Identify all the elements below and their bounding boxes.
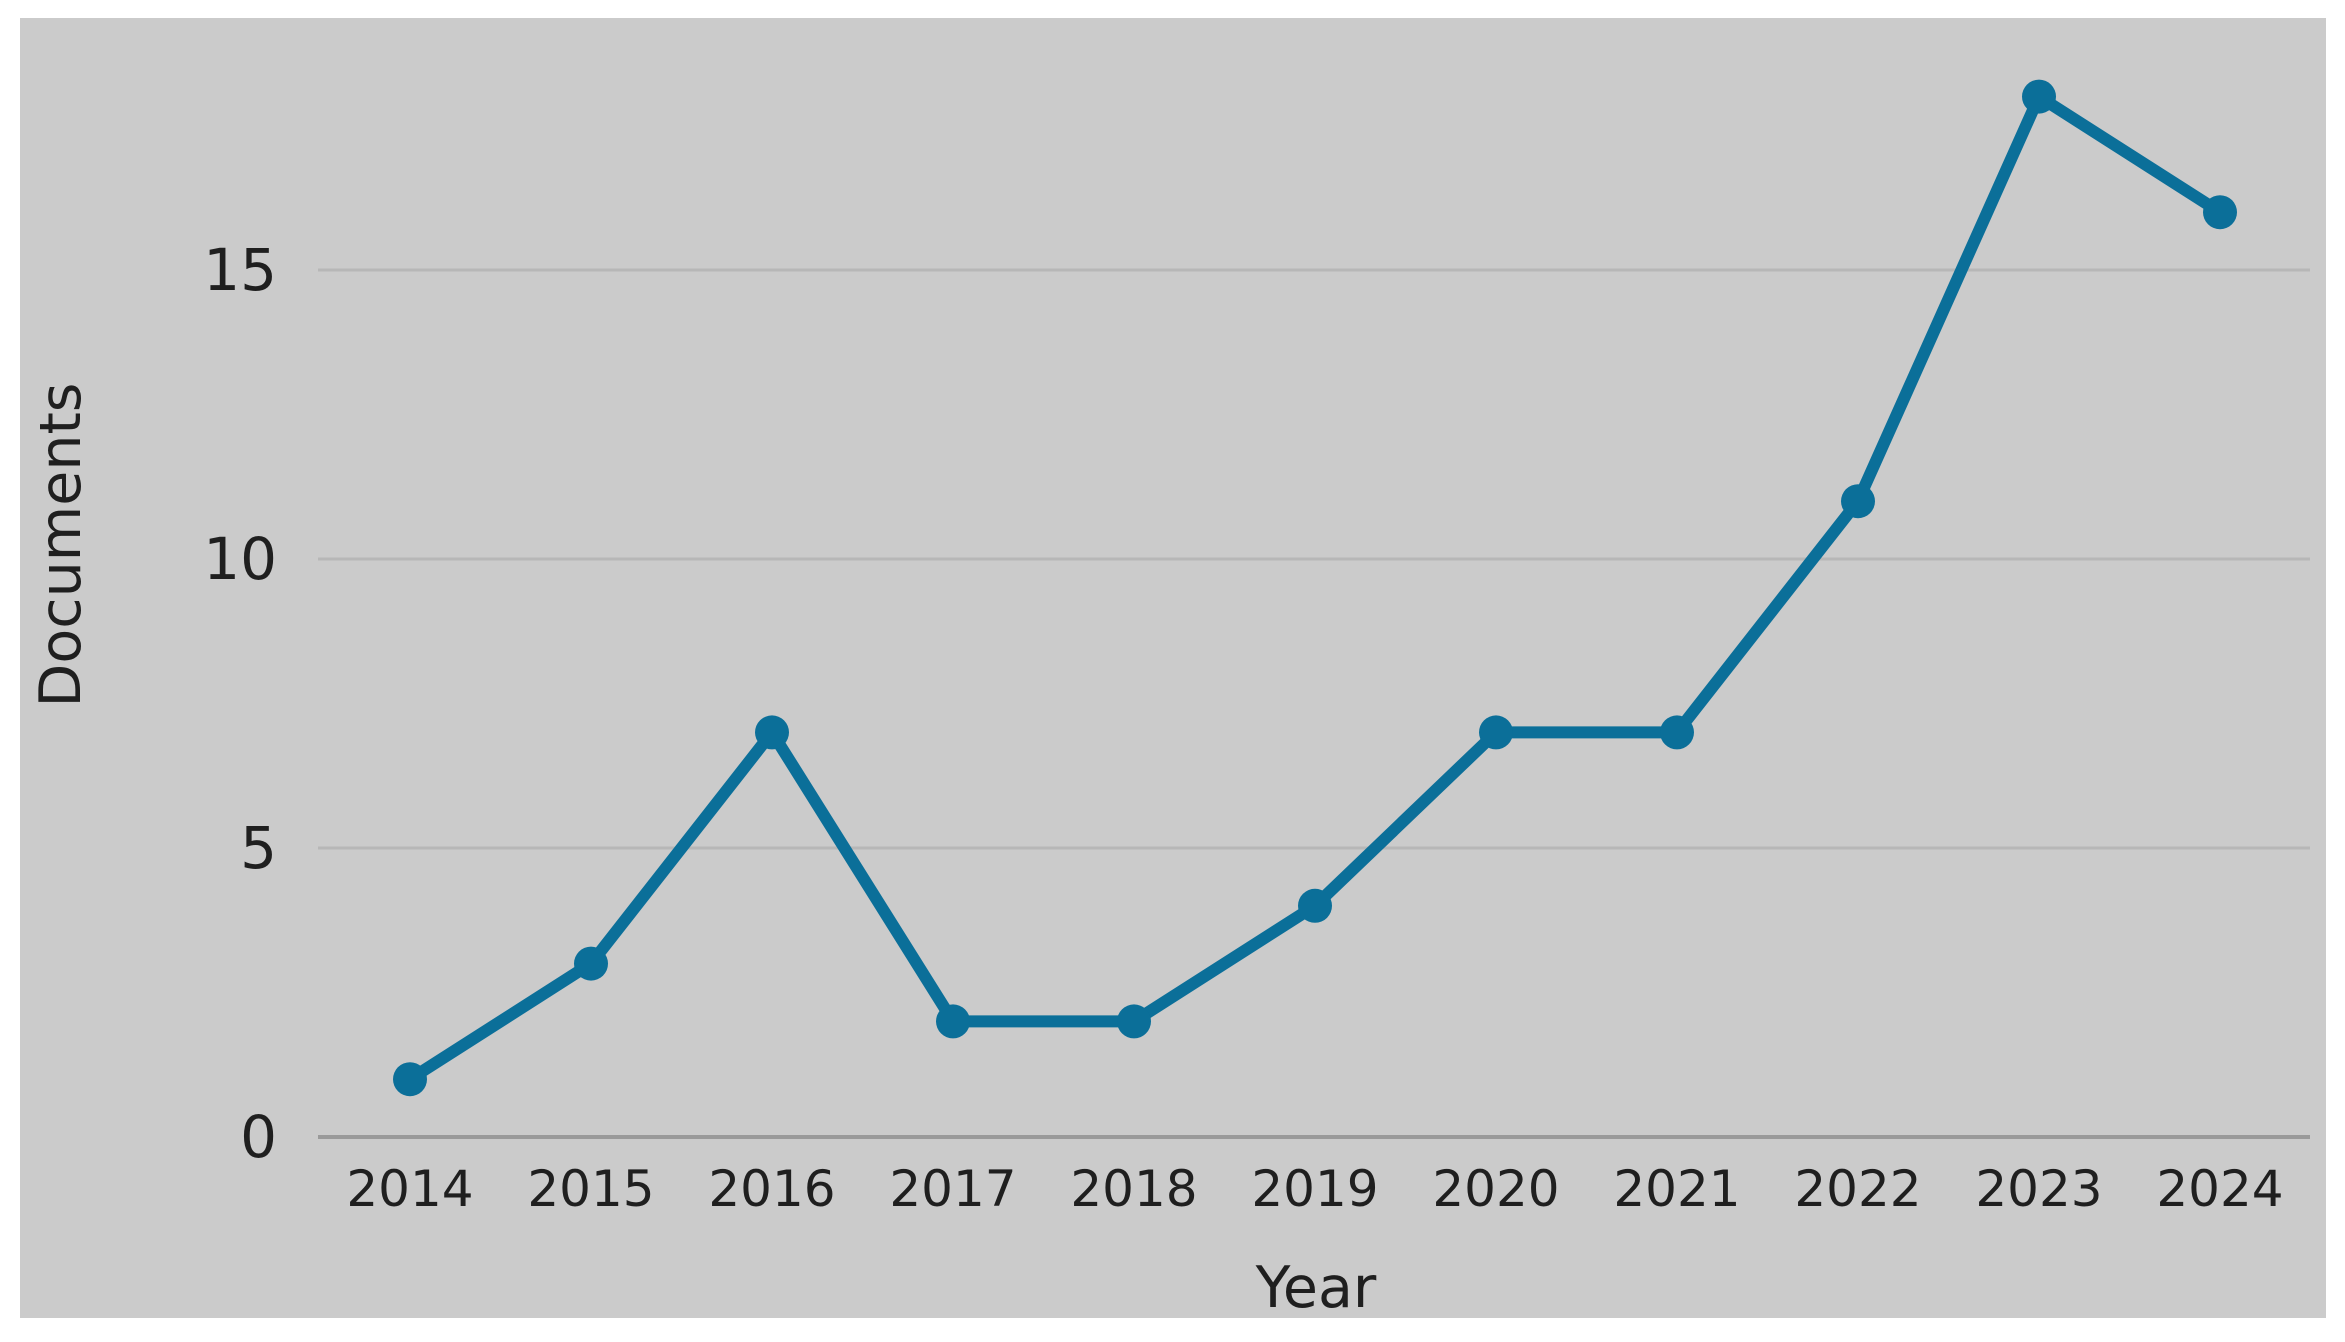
x-axis-title: Year bbox=[1255, 1255, 1377, 1321]
data-point-2022[interactable] bbox=[1841, 484, 1875, 519]
x-axis-tick-labels: 2014 2015 2016 2017 2018 2019 2020 2021 2022 2023… bbox=[346, 1160, 2283, 1218]
data-point-2016[interactable] bbox=[755, 715, 789, 750]
data-point-2015[interactable] bbox=[574, 946, 608, 981]
x-tick-label: 2023 bbox=[1975, 1160, 2102, 1218]
y-axis-tick-labels: 0 5 10 15 bbox=[203, 236, 277, 1171]
data-point-2018[interactable] bbox=[1117, 1004, 1151, 1039]
data-point-2023[interactable] bbox=[2022, 79, 2056, 114]
data-point-2019[interactable] bbox=[1298, 888, 1332, 923]
y-tick-label: 0 bbox=[240, 1103, 277, 1171]
series-group bbox=[393, 79, 2237, 1097]
x-tick-label: 2018 bbox=[1070, 1160, 1197, 1218]
x-tick-label: 2019 bbox=[1251, 1160, 1378, 1218]
x-tick-label: 2024 bbox=[2156, 1160, 2283, 1218]
chart-panel-background bbox=[20, 18, 2326, 1318]
data-point-2021[interactable] bbox=[1660, 715, 1694, 750]
data-point-2014[interactable] bbox=[393, 1062, 427, 1097]
x-tick-label: 2015 bbox=[527, 1160, 654, 1218]
y-tick-label: 5 bbox=[240, 814, 277, 882]
x-tick-label: 2021 bbox=[1613, 1160, 1740, 1218]
data-point-2017[interactable] bbox=[936, 1004, 970, 1039]
y-tick-label: 15 bbox=[203, 236, 277, 304]
gridlines bbox=[318, 268, 2310, 1139]
x-tick-label: 2022 bbox=[1794, 1160, 1921, 1218]
x-tick-label: 2017 bbox=[889, 1160, 1016, 1218]
x-tick-label: 2014 bbox=[346, 1160, 473, 1218]
y-axis-title: Documents bbox=[28, 383, 94, 708]
data-point-2020[interactable] bbox=[1479, 715, 1513, 750]
data-point-2024[interactable] bbox=[2203, 195, 2237, 230]
y-tick-label: 10 bbox=[203, 525, 277, 593]
x-tick-label: 2016 bbox=[708, 1160, 835, 1218]
x-tick-label: 2020 bbox=[1432, 1160, 1559, 1218]
